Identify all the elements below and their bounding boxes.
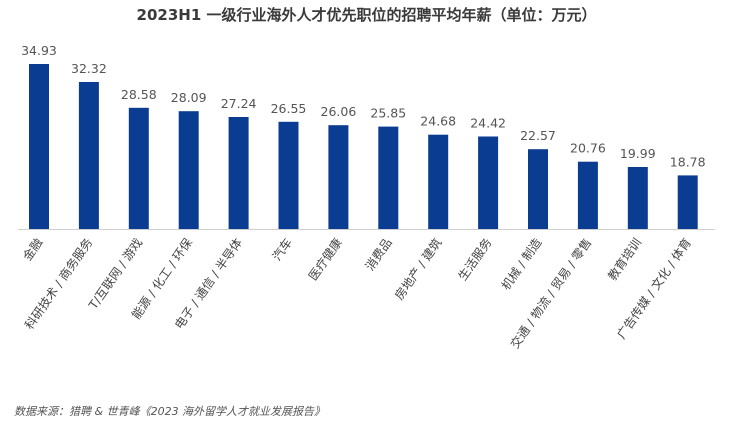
category-label: 教育培训: [604, 235, 644, 283]
bar-value-label: 25.85: [370, 106, 406, 121]
bar: [29, 64, 49, 229]
category-label: 汽车: [269, 235, 295, 263]
bar: [528, 149, 548, 229]
bar-value-label: 28.58: [121, 87, 157, 102]
bar: [428, 134, 449, 229]
category-label: 金融: [19, 235, 45, 263]
bar: [478, 136, 499, 229]
bar-value-label: 24.42: [470, 116, 506, 131]
bar: [178, 111, 199, 229]
bar: [677, 175, 698, 229]
bar-value-label: 26.06: [321, 104, 357, 119]
bar: [328, 125, 349, 229]
bar-value-label: 28.09: [171, 90, 207, 105]
bar: [228, 117, 249, 229]
category-label: T/互联网 / 游戏: [86, 236, 146, 313]
category-label: 医疗健康: [305, 235, 345, 283]
bar: [378, 126, 399, 229]
bar: [627, 167, 648, 229]
bar-value-label: 27.24: [221, 96, 257, 111]
category-label: 机械 / 制造: [498, 235, 545, 292]
bar: [128, 107, 149, 229]
source-note: 数据来源：猎聘 & 世青峰《2023 海外留学人才就业发展报告》: [14, 405, 326, 418]
bar: [78, 82, 99, 229]
value-labels-group: 34.93 32.32 28.58 28.09 27.24 26.55 26.06 25.85…: [21, 43, 706, 169]
bar-value-label: 18.78: [670, 154, 706, 169]
bar-value-label: 32.32: [71, 61, 107, 76]
category-label: 房地产 / 建筑: [391, 235, 444, 302]
bar-value-label: 20.76: [570, 141, 606, 156]
bar-value-label: 19.99: [620, 146, 656, 161]
bar: [577, 161, 598, 229]
bar-value-label: 22.57: [520, 128, 556, 143]
bars-group: [29, 64, 698, 229]
bar-value-label: 24.68: [420, 114, 456, 129]
bar-value-label: 26.55: [271, 101, 307, 116]
chart-title: 2023H1 一级行业海外人才优先职位的招聘平均年薪（单位：万元）: [136, 6, 597, 24]
bar: [278, 121, 299, 229]
category-label: 消费品: [363, 236, 395, 274]
category-label: 生活服务: [455, 235, 495, 283]
bar-value-label: 34.93: [21, 43, 57, 58]
